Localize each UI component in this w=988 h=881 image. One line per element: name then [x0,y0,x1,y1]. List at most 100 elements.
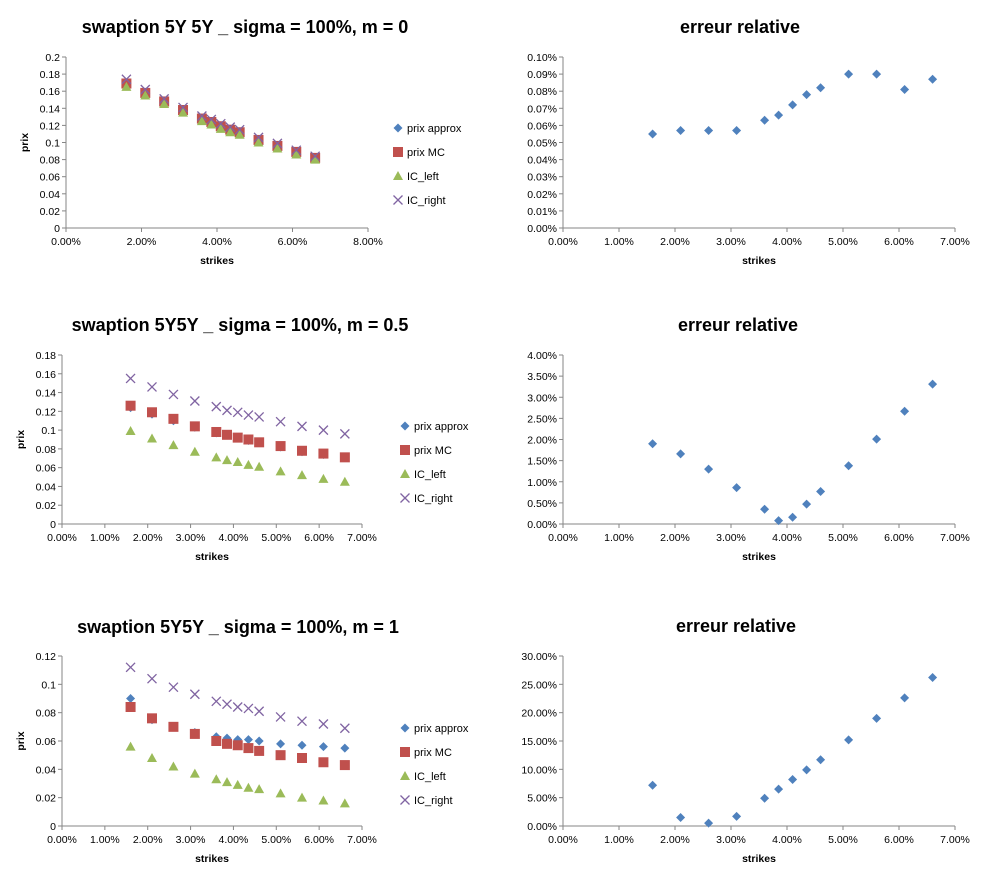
y-tick-label: 2.00% [527,435,557,447]
x-tick-label: 0.00% [47,532,77,544]
data-point [211,426,222,437]
data-point [872,713,882,723]
data-point [676,813,686,822]
data-point [253,132,264,143]
data-point [297,740,307,750]
chart-title: swaption 5Y5Y _ sigma = 100%, m = 1 [77,617,399,637]
data-point [318,757,329,768]
y-tick-label: 0.1 [41,425,56,437]
data-point [254,461,265,471]
y-tick-label: 0.08% [527,86,557,98]
y-tick-label: 1.00% [527,477,557,489]
y-tick-label: 0.00% [527,519,557,531]
x-tick-label: 8.00% [353,236,383,248]
data-point [275,788,286,798]
data-point [168,413,179,424]
x-tick-label: 3.00% [176,834,206,846]
x-tick-label: 1.00% [604,236,634,248]
data-point [272,138,283,149]
legend-label: prix approx [407,123,462,135]
data-point [232,407,243,418]
y-tick-label: 0.12 [40,120,61,132]
series-IC_right [125,373,350,439]
data-point [844,735,854,745]
data-point [147,407,157,418]
chart-3: swaption 5Y5Y _ sigma = 100%, m = 0.500.… [15,315,469,563]
data-point [339,760,350,771]
legend-marker [393,123,403,133]
data-point [272,143,283,153]
data-point [318,742,328,752]
x-tick-label: 7.00% [940,834,970,846]
data-point [318,448,329,459]
data-point [189,446,200,456]
y-tick-label: 0.06 [36,463,57,475]
data-point [760,115,770,125]
x-tick-label: 2.00% [660,236,690,248]
data-point [178,107,189,117]
x-tick-label: 6.00% [278,236,308,248]
y-tick-label: 0.04 [36,481,57,493]
data-point [147,381,157,392]
data-point [222,699,232,710]
data-point [676,126,686,136]
data-point [297,470,307,480]
chart-title: erreur relative [680,17,800,37]
y-tick-label: 0.1 [41,679,56,691]
y-tick-label: 0.05% [527,138,557,150]
data-point [339,798,350,808]
chart-2: erreur relative 0.00% 0.01% 0.02% 0.03% 0.04%… [527,17,970,267]
x-tick-label: 0.00% [548,834,578,846]
y-tick-label: 0.12 [36,406,57,418]
x-tick-label: 4.00% [202,236,232,248]
chart-4: erreur relative 0.00% 0.50% 1.00% 1.50% 2.00%… [527,315,970,563]
legend-marker [400,469,410,478]
x-tick-label: 0.00% [548,236,578,248]
data-point [254,736,264,746]
y-tick-label: 0 [50,821,56,833]
data-point [676,449,686,459]
x-tick-label: 5.00% [828,834,858,846]
data-point [802,765,812,775]
y-tick-label: 25.00% [521,679,557,691]
y-tick-label: 15.00% [521,736,557,748]
data-point [225,122,236,133]
y-tick-label: 2.50% [527,413,557,425]
data-point [211,774,222,784]
series-prix-MC [121,78,321,163]
y-tick-label: 0.14 [40,103,61,115]
data-point [318,719,329,729]
series-prix-MC [125,400,350,463]
data-point [140,90,151,100]
y-tick-label: 3.00% [527,392,557,404]
x-tick-label: 4.00% [772,532,802,544]
data-point [928,673,938,683]
data-point [225,127,236,137]
x-axis-label: strikes [742,853,776,865]
data-point [121,81,132,91]
chart-6: erreur relative 0.00% 5.00% 10.00% 15.00% 20.… [521,616,970,865]
x-tick-label: 2.00% [660,834,690,846]
y-tick-label: 0.04 [36,764,57,776]
data-point [276,739,286,749]
data-point [900,693,910,703]
data-point [774,516,784,526]
chart-title: erreur relative [676,616,796,636]
data-point [339,723,350,734]
data-point [215,118,226,129]
data-point [159,99,170,109]
y-tick-label: 4.00% [527,350,557,362]
data-point [222,777,232,787]
data-point [297,716,307,727]
data-point [297,753,307,763]
data-point [900,84,910,94]
data-point [232,779,243,789]
legend-marker [393,195,403,205]
y-tick-label: 20.00% [521,708,557,720]
data-point [254,706,265,717]
legend-marker [400,421,410,431]
data-point [254,412,265,422]
x-tick-label: 7.00% [347,532,377,544]
y-tick-label: 0.18 [40,69,61,81]
